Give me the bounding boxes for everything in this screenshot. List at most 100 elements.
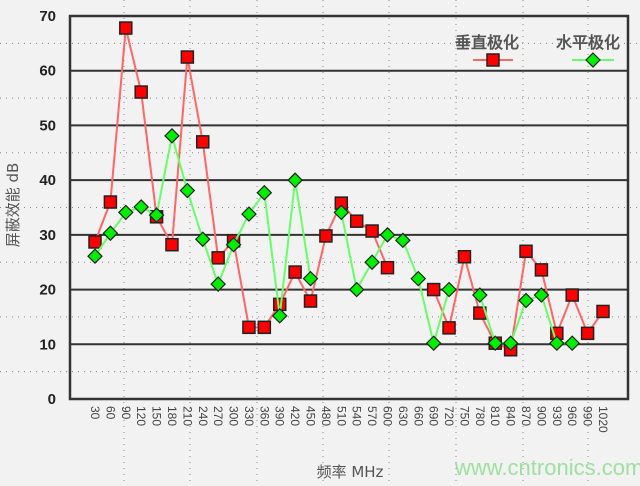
legend-marker-horizontal bbox=[585, 52, 601, 68]
x-tick-label: 960 bbox=[565, 406, 579, 426]
data-point bbox=[88, 235, 102, 249]
data-point bbox=[596, 304, 610, 319]
data-point bbox=[487, 335, 504, 352]
data-point bbox=[180, 50, 195, 64]
data-point bbox=[271, 307, 288, 324]
data-point bbox=[257, 320, 272, 335]
data-point bbox=[319, 229, 333, 243]
data-point bbox=[87, 248, 103, 265]
data-point bbox=[196, 135, 210, 149]
legend-marker-vertical bbox=[486, 53, 500, 67]
x-tick-label: 90 bbox=[119, 406, 133, 420]
x-tick-label: 840 bbox=[504, 406, 518, 426]
data-point bbox=[102, 225, 119, 242]
x-tick-label: 510 bbox=[334, 406, 348, 426]
data-point bbox=[548, 335, 565, 352]
x-tick-label: 300 bbox=[227, 406, 241, 426]
data-point bbox=[502, 335, 519, 352]
data-point bbox=[211, 251, 225, 265]
y-tick-label: 60 bbox=[39, 63, 56, 80]
x-tick-label: 120 bbox=[134, 406, 148, 426]
y-tick-label: 20 bbox=[39, 282, 56, 299]
x-tick-label: 150 bbox=[150, 406, 164, 426]
y-tick-label: 10 bbox=[39, 336, 56, 353]
x-tick-label: 60 bbox=[103, 406, 117, 420]
x-axis-ticks: 30 60 90 120 150 180 210 240 270 300 330 360 390 420 4… bbox=[88, 406, 610, 433]
x-tick-label: 600 bbox=[380, 406, 394, 426]
data-point bbox=[256, 184, 273, 201]
data-point bbox=[365, 224, 379, 238]
plot-frame bbox=[68, 14, 630, 401]
data-point bbox=[395, 232, 411, 249]
watermark: www.cntronics.com bbox=[454, 455, 640, 480]
x-tick-label: 390 bbox=[273, 406, 287, 426]
x-tick-label: 720 bbox=[442, 406, 456, 426]
data-point bbox=[165, 237, 179, 252]
x-tick-label: 780 bbox=[473, 406, 487, 426]
x-tick-label: 360 bbox=[257, 406, 271, 426]
x-tick-label: 330 bbox=[242, 406, 256, 426]
x-axis-label: 频率 MHz bbox=[317, 463, 384, 481]
data-point bbox=[117, 204, 134, 221]
data-point bbox=[302, 270, 319, 287]
data-point bbox=[225, 236, 242, 253]
legend-label-horizontal: 水平极化 bbox=[556, 33, 620, 52]
data-point bbox=[194, 231, 211, 248]
data-point bbox=[179, 182, 196, 199]
y-tick-label: 0 bbox=[48, 391, 56, 408]
data-point bbox=[134, 85, 148, 99]
y-tick-label: 30 bbox=[39, 227, 56, 244]
data-point bbox=[457, 249, 472, 264]
data-point bbox=[119, 21, 133, 35]
data-point bbox=[441, 281, 457, 298]
x-tick-label: 540 bbox=[350, 406, 364, 426]
data-point bbox=[242, 320, 256, 335]
data-point bbox=[425, 335, 442, 352]
x-tick-label: 480 bbox=[319, 406, 333, 426]
x-tick-label: 690 bbox=[427, 406, 441, 426]
data-point bbox=[564, 335, 581, 352]
data-point bbox=[410, 270, 427, 287]
data-point bbox=[380, 260, 395, 275]
data-point bbox=[519, 244, 533, 259]
data-point bbox=[379, 227, 396, 243]
y-axis-label: 屏蔽效能 dB bbox=[4, 163, 22, 248]
series-horizontal bbox=[87, 127, 581, 352]
x-tick-label: 30 bbox=[88, 406, 102, 420]
x-tick-label: 270 bbox=[211, 406, 225, 426]
y-tick-label: 70 bbox=[39, 8, 56, 25]
data-point bbox=[534, 263, 549, 277]
x-tick-label: 240 bbox=[196, 406, 210, 426]
data-point bbox=[349, 214, 364, 228]
data-point bbox=[518, 292, 534, 309]
data-point bbox=[348, 281, 365, 298]
x-tick-label: 420 bbox=[288, 406, 302, 426]
x-tick-label: 900 bbox=[534, 406, 548, 426]
series-layer bbox=[87, 21, 610, 357]
x-tick-label: 810 bbox=[488, 406, 502, 426]
x-tick-label: 750 bbox=[457, 406, 471, 426]
x-tick-label: 570 bbox=[365, 406, 379, 426]
data-point bbox=[164, 127, 180, 144]
legend: 垂直极化 水平极化 bbox=[455, 33, 620, 68]
legend-label-vertical: 垂直极化 bbox=[455, 33, 519, 52]
y-tick-label: 40 bbox=[39, 172, 56, 189]
data-point bbox=[533, 287, 550, 303]
x-tick-label: 210 bbox=[180, 406, 194, 426]
data-point bbox=[364, 254, 380, 271]
data-point bbox=[333, 204, 350, 221]
data-point bbox=[148, 207, 165, 224]
x-tick-label: 1020 bbox=[596, 406, 610, 433]
data-point bbox=[103, 195, 118, 209]
x-tick-label: 180 bbox=[165, 406, 179, 426]
data-point bbox=[580, 326, 595, 341]
x-tick-label: 630 bbox=[396, 406, 410, 426]
data-point bbox=[442, 321, 456, 335]
x-tick-label: 870 bbox=[519, 406, 533, 426]
data-point bbox=[426, 282, 441, 297]
data-point bbox=[288, 265, 302, 279]
data-point bbox=[471, 287, 488, 303]
data-point bbox=[241, 206, 257, 222]
